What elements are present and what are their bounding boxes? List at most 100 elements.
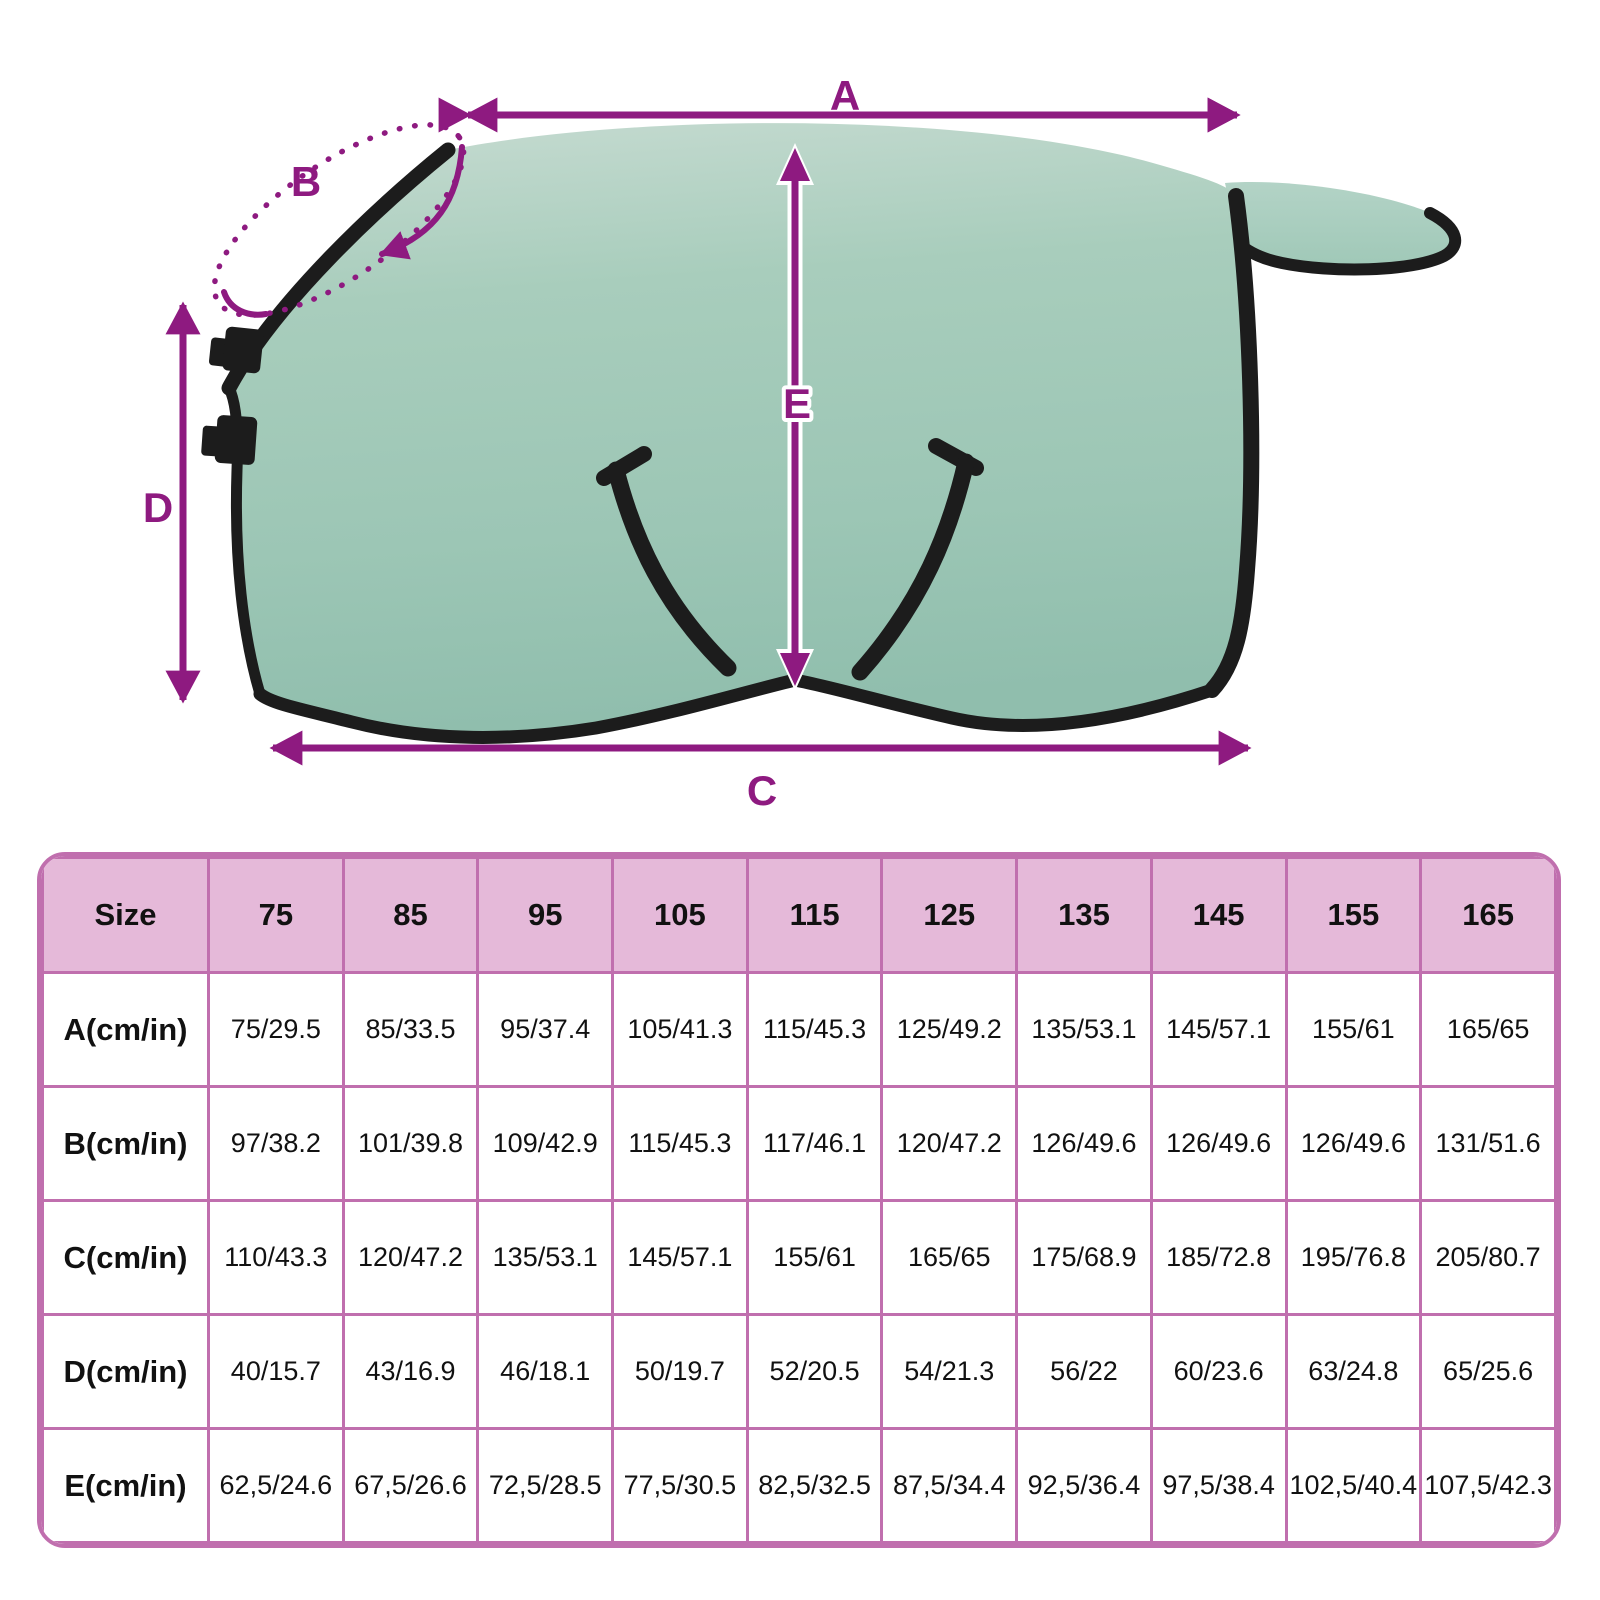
measurement-cell: 77,5/30.5 xyxy=(611,1427,749,1544)
rug-body xyxy=(229,123,1252,738)
tail-flap-binding xyxy=(1232,207,1462,276)
measurement-cell: 115/45.3 xyxy=(745,971,884,1088)
measurement-cell: 97,5/38.4 xyxy=(1149,1427,1288,1544)
measure-neck-b: B xyxy=(211,122,467,318)
belly-straps xyxy=(596,438,984,681)
measurement-cell: 63/24.8 xyxy=(1284,1313,1423,1430)
size-column-header: 85 xyxy=(341,856,480,974)
measurement-cell: 126/49.6 xyxy=(1149,1085,1288,1202)
measurement-cell: 75/29.5 xyxy=(207,971,345,1088)
rug-edge-bindings xyxy=(221,142,1260,744)
measurement-cell: 82,5/32.5 xyxy=(745,1427,884,1544)
measurement-cell: 205/80.7 xyxy=(1419,1199,1557,1316)
measurement-cell: 107,5/42.3 xyxy=(1419,1427,1557,1544)
measurement-cell: 155/61 xyxy=(745,1199,884,1316)
label-a: A xyxy=(830,72,860,119)
measurement-cell: 101/39.8 xyxy=(341,1085,480,1202)
measurement-cell: 67,5/26.6 xyxy=(341,1427,480,1544)
measurement-cell: 165/65 xyxy=(880,1199,1019,1316)
measurement-cell: 120/47.2 xyxy=(880,1085,1019,1202)
measurement-cell: 135/53.1 xyxy=(476,1199,615,1316)
table-row: B(cm/in) 97/38.2 101/39.8 109/42.9 115/45.3 1… xyxy=(41,1085,1557,1202)
measurement-cell: 97/38.2 xyxy=(207,1085,345,1202)
measurement-cell: 117/46.1 xyxy=(745,1085,884,1202)
table-row: C(cm/in) 110/43.3 120/47.2 135/53.1 145/57.1… xyxy=(41,1199,1557,1316)
size-table-container: Size 75 85 95 105 115 125 135 145 155 165 A(cm/in)… xyxy=(37,852,1561,1548)
measurement-cell: 145/57.1 xyxy=(611,1199,749,1316)
measurement-cell: 95/37.4 xyxy=(476,971,615,1088)
size-column-header: 75 xyxy=(207,856,345,974)
measurement-cell: 40/15.7 xyxy=(207,1313,345,1430)
measurement-cell: 115/45.3 xyxy=(611,1085,749,1202)
size-column-header: 155 xyxy=(1284,856,1423,974)
size-table: Size 75 85 95 105 115 125 135 145 155 165 A(cm/in)… xyxy=(41,856,1557,1544)
size-column-header: 115 xyxy=(745,856,884,974)
measurement-cell: 92,5/36.4 xyxy=(1015,1427,1153,1544)
size-column-header: 145 xyxy=(1149,856,1288,974)
measurement-cell: 60/23.6 xyxy=(1149,1313,1288,1430)
measurement-cell: 62,5/24.6 xyxy=(207,1427,345,1544)
chest-buckle-icon xyxy=(214,415,258,465)
measurement-cell: 50/19.7 xyxy=(611,1313,749,1430)
measurement-cell: 155/61 xyxy=(1284,971,1423,1088)
belly-strap-right xyxy=(851,453,975,681)
chest-buckle-straps xyxy=(201,326,264,465)
measurement-cell: 56/22 xyxy=(1015,1313,1153,1430)
back-edge-binding xyxy=(1204,188,1260,698)
neck-measure-curved-arrow xyxy=(379,144,465,260)
label-b: B xyxy=(291,158,321,205)
row-label: E(cm/in) xyxy=(41,1427,210,1544)
neck-ellipse-front-arc xyxy=(221,289,269,318)
table-row: A(cm/in) 75/29.5 85/33.5 95/37.4 105/41.3 115… xyxy=(41,971,1557,1088)
bottom-edge-binding xyxy=(253,673,1219,744)
neck-opening-dotted-ellipse xyxy=(211,122,467,318)
measurement-cell: 102,5/40.4 xyxy=(1284,1427,1423,1544)
size-header-row: Size 75 85 95 105 115 125 135 145 155 165 xyxy=(41,856,1557,974)
label-c: C xyxy=(747,767,777,814)
measurement-cell: 85/33.5 xyxy=(341,971,480,1088)
measurement-cell: 195/76.8 xyxy=(1284,1199,1423,1316)
measurement-cell: 110/43.3 xyxy=(207,1199,345,1316)
row-label: B(cm/in) xyxy=(41,1085,210,1202)
measurement-cell: 131/51.6 xyxy=(1419,1085,1557,1202)
size-header-cell: Size xyxy=(41,856,210,974)
measurement-cell: 135/53.1 xyxy=(1015,971,1153,1088)
tail-flap xyxy=(1225,182,1462,276)
size-column-header: 125 xyxy=(880,856,1019,974)
table-row: E(cm/in) 62,5/24.6 67,5/26.6 72,5/28.5 77,5/… xyxy=(41,1427,1557,1544)
measurement-cell: 126/49.6 xyxy=(1015,1085,1153,1202)
measurement-cell: 126/49.6 xyxy=(1284,1085,1423,1202)
size-column-header: 95 xyxy=(476,856,615,974)
measurement-cell: 109/42.9 xyxy=(476,1085,615,1202)
measurement-cell: 105/41.3 xyxy=(611,971,749,1088)
measure-arrow-a: A xyxy=(438,72,1241,133)
measurement-cell: 65/25.6 xyxy=(1419,1313,1557,1430)
measurement-cell: 52/20.5 xyxy=(745,1313,884,1430)
measure-arrow-d: D xyxy=(143,301,201,704)
chest-edge-binding xyxy=(223,382,266,700)
measurement-cell: 145/57.1 xyxy=(1149,971,1288,1088)
size-column-header: 105 xyxy=(611,856,749,974)
measurement-cell: 125/49.2 xyxy=(880,971,1019,1088)
chest-buckle-icon xyxy=(222,326,264,374)
label-d: D xyxy=(143,484,173,531)
size-column-header: 165 xyxy=(1419,856,1557,974)
measurement-cell: 54/21.3 xyxy=(880,1313,1019,1430)
measurement-cell: 72,5/28.5 xyxy=(476,1427,615,1544)
row-label: C(cm/in) xyxy=(41,1199,210,1316)
measure-arrow-c: C xyxy=(269,730,1252,814)
measurement-cell: 43/16.9 xyxy=(341,1313,480,1430)
measurement-cell: 87,5/34.4 xyxy=(880,1427,1019,1544)
measurement-cell: 165/65 xyxy=(1419,971,1557,1088)
measurement-cell: 185/72.8 xyxy=(1149,1199,1288,1316)
measurement-cell: 175/68.9 xyxy=(1015,1199,1153,1316)
size-column-header: 135 xyxy=(1015,856,1153,974)
measurement-cell: 120/47.2 xyxy=(341,1199,480,1316)
measure-arrow-e: E xyxy=(776,143,815,691)
belly-strap-left xyxy=(607,461,737,677)
horse-rug-measurement-illustration: A B C D E xyxy=(143,72,1462,814)
row-label: D(cm/in) xyxy=(41,1313,210,1430)
table-row: D(cm/in) 40/15.7 43/16.9 46/18.1 50/19.7 52/2… xyxy=(41,1313,1557,1430)
row-label: A(cm/in) xyxy=(41,971,210,1088)
